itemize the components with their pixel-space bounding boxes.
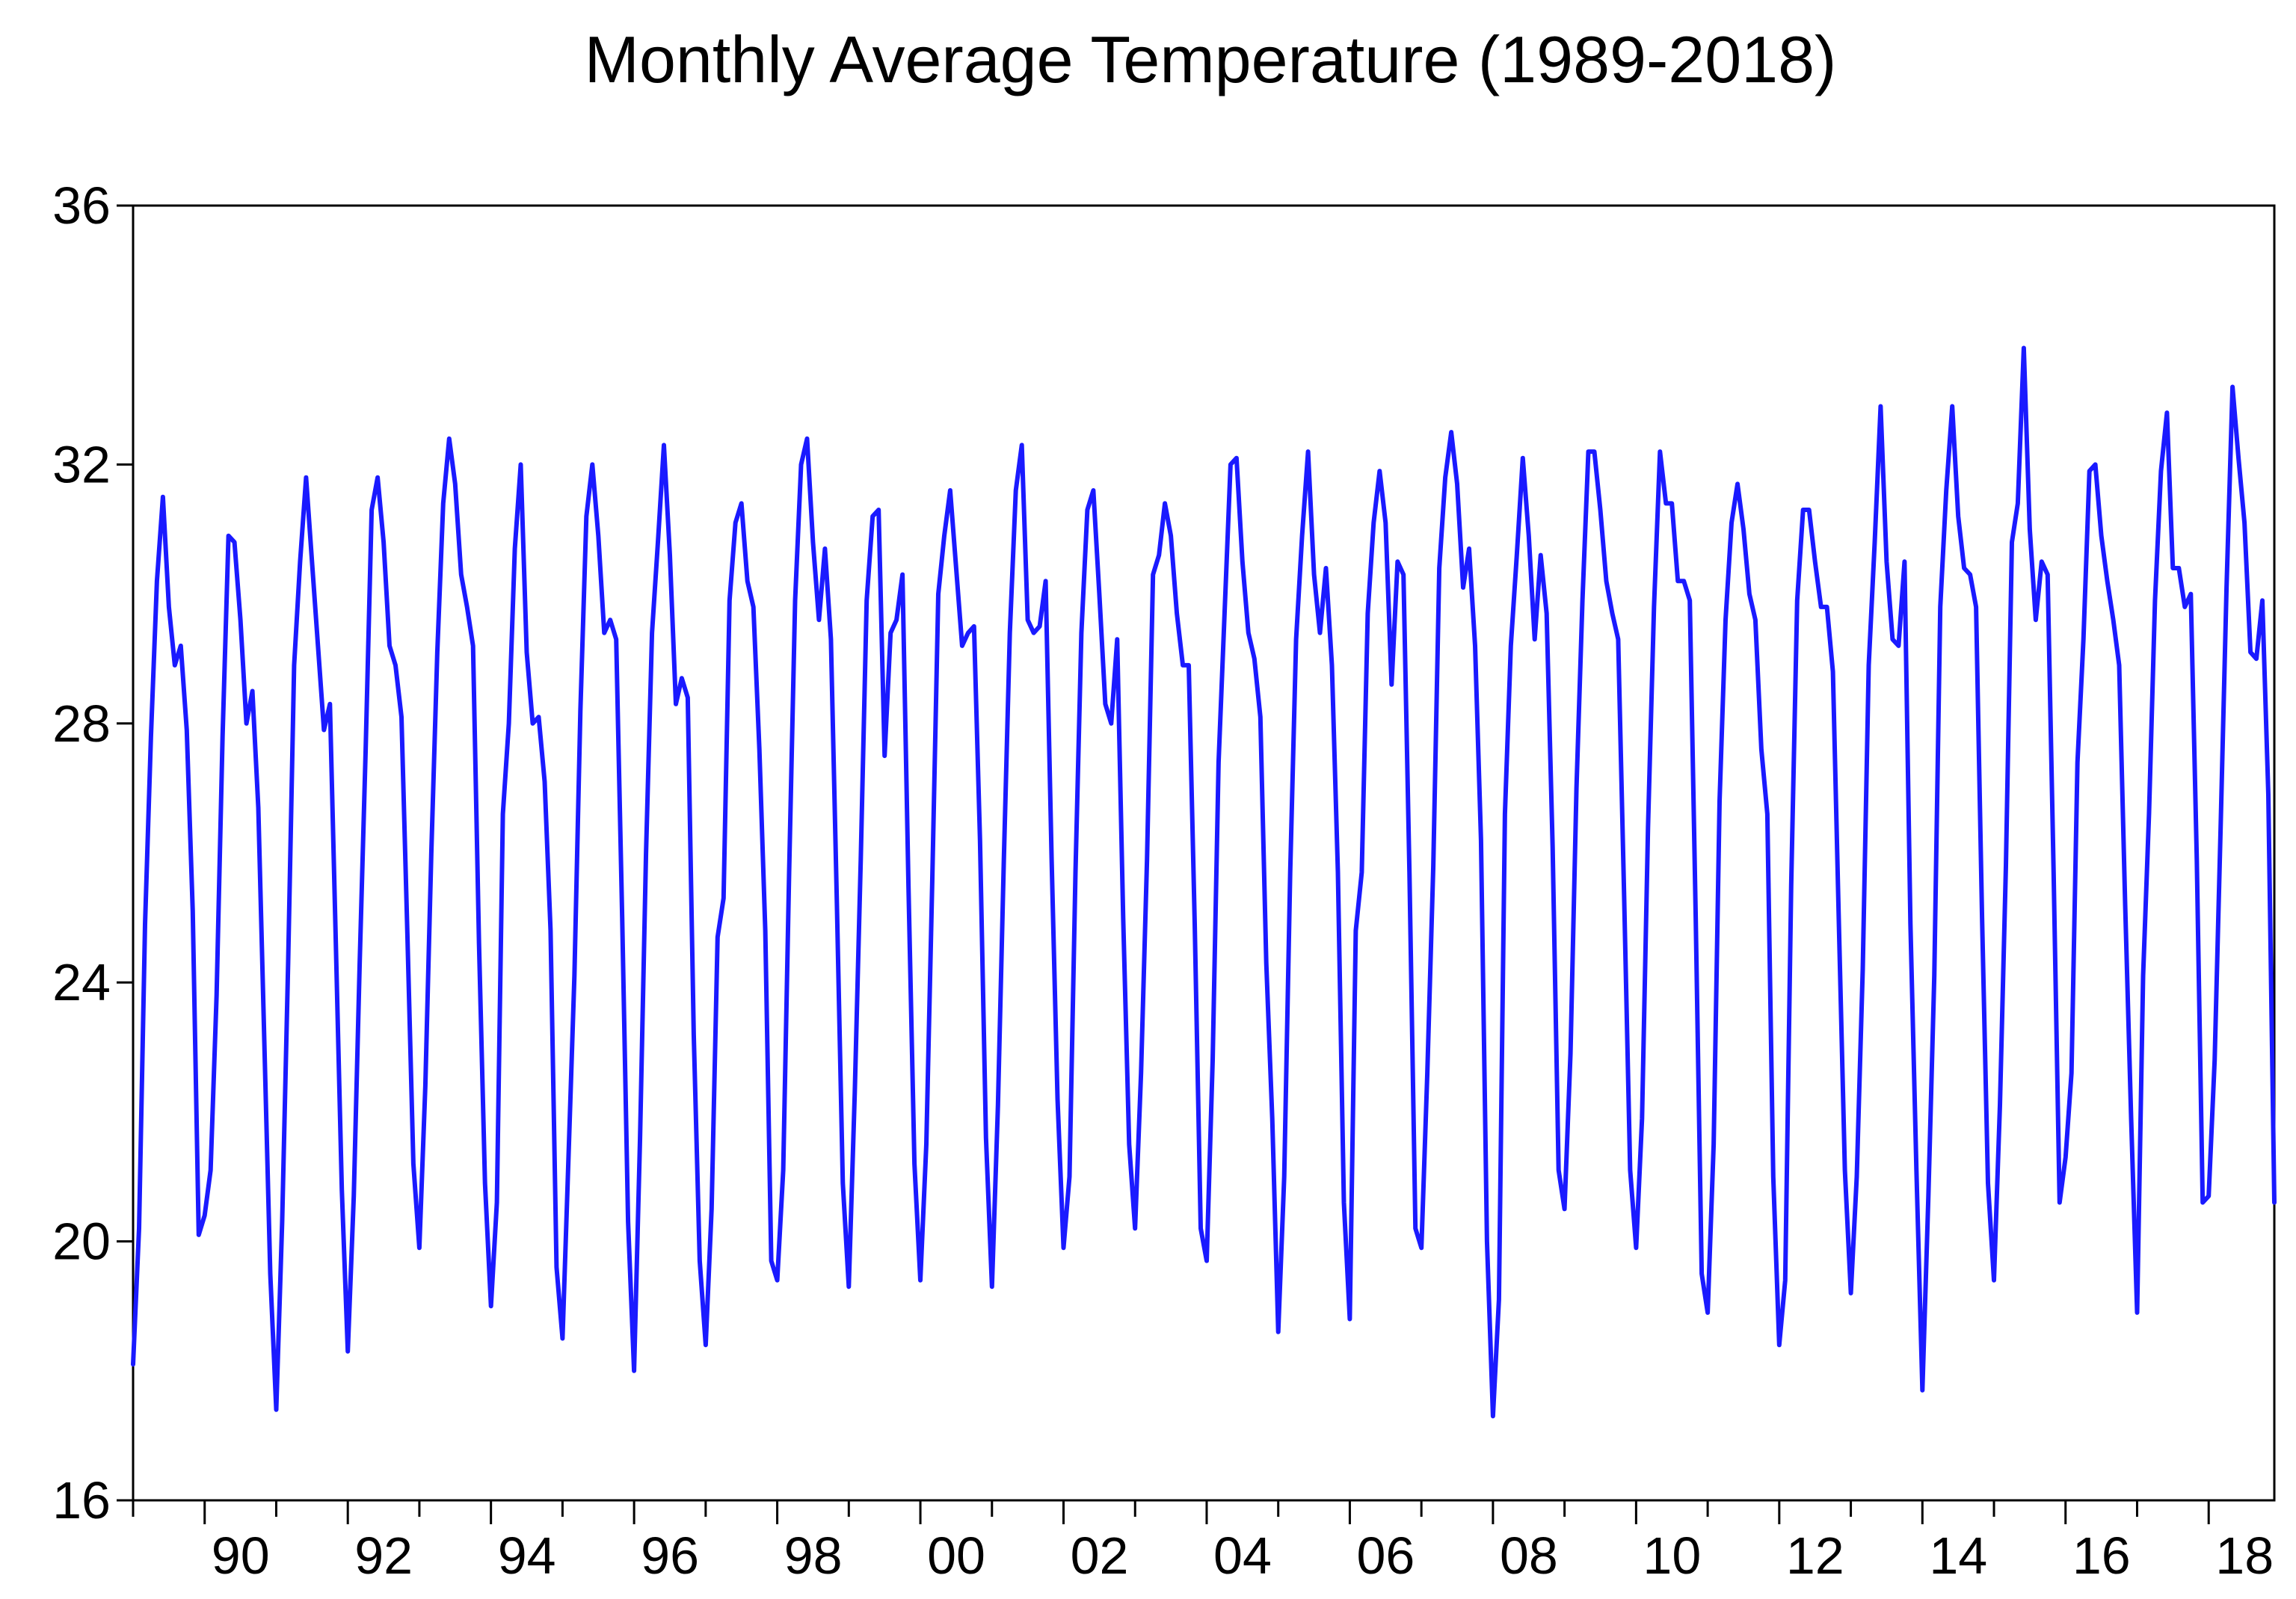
x-tick-label: 94	[498, 1526, 556, 1585]
x-tick-label: 12	[1786, 1526, 1844, 1585]
x-tick-label: 90	[212, 1526, 270, 1585]
x-tick-label: 06	[1356, 1526, 1415, 1585]
x-tick-label: 18	[2215, 1526, 2274, 1585]
y-tick-label: 24	[52, 953, 111, 1011]
y-tick-label: 28	[52, 694, 111, 753]
y-tick-label: 36	[52, 176, 111, 235]
y-tick-label: 32	[52, 435, 111, 493]
series-line-temperature	[131, 345, 2277, 1419]
x-tick-label: 08	[1500, 1526, 1558, 1585]
x-tick-label: 00	[927, 1526, 985, 1585]
x-tick-label: 04	[1213, 1526, 1272, 1585]
series-layer	[131, 345, 2277, 1419]
x-tick-label: 98	[784, 1526, 843, 1585]
x-tick-label: 16	[2072, 1526, 2131, 1585]
x-axis: 90 92 94 96 98 00 02 04 06 08 10 12 14 16 18	[132, 1500, 2274, 1585]
y-axis: 16 20 24 28 32 36	[52, 176, 133, 1529]
y-tick-label: 20	[52, 1213, 111, 1271]
chart-title: Monthly Average Temperature (1989-2018)	[585, 22, 1837, 96]
x-tick-label: 14	[1929, 1526, 1987, 1585]
y-tick-label: 16	[52, 1471, 111, 1529]
x-tick-label: 02	[1071, 1526, 1129, 1585]
plot-area-frame	[132, 204, 2276, 1502]
x-tick-label: 96	[641, 1526, 699, 1585]
x-tick-label: 92	[354, 1526, 413, 1585]
x-tick-label: 10	[1643, 1526, 1701, 1585]
